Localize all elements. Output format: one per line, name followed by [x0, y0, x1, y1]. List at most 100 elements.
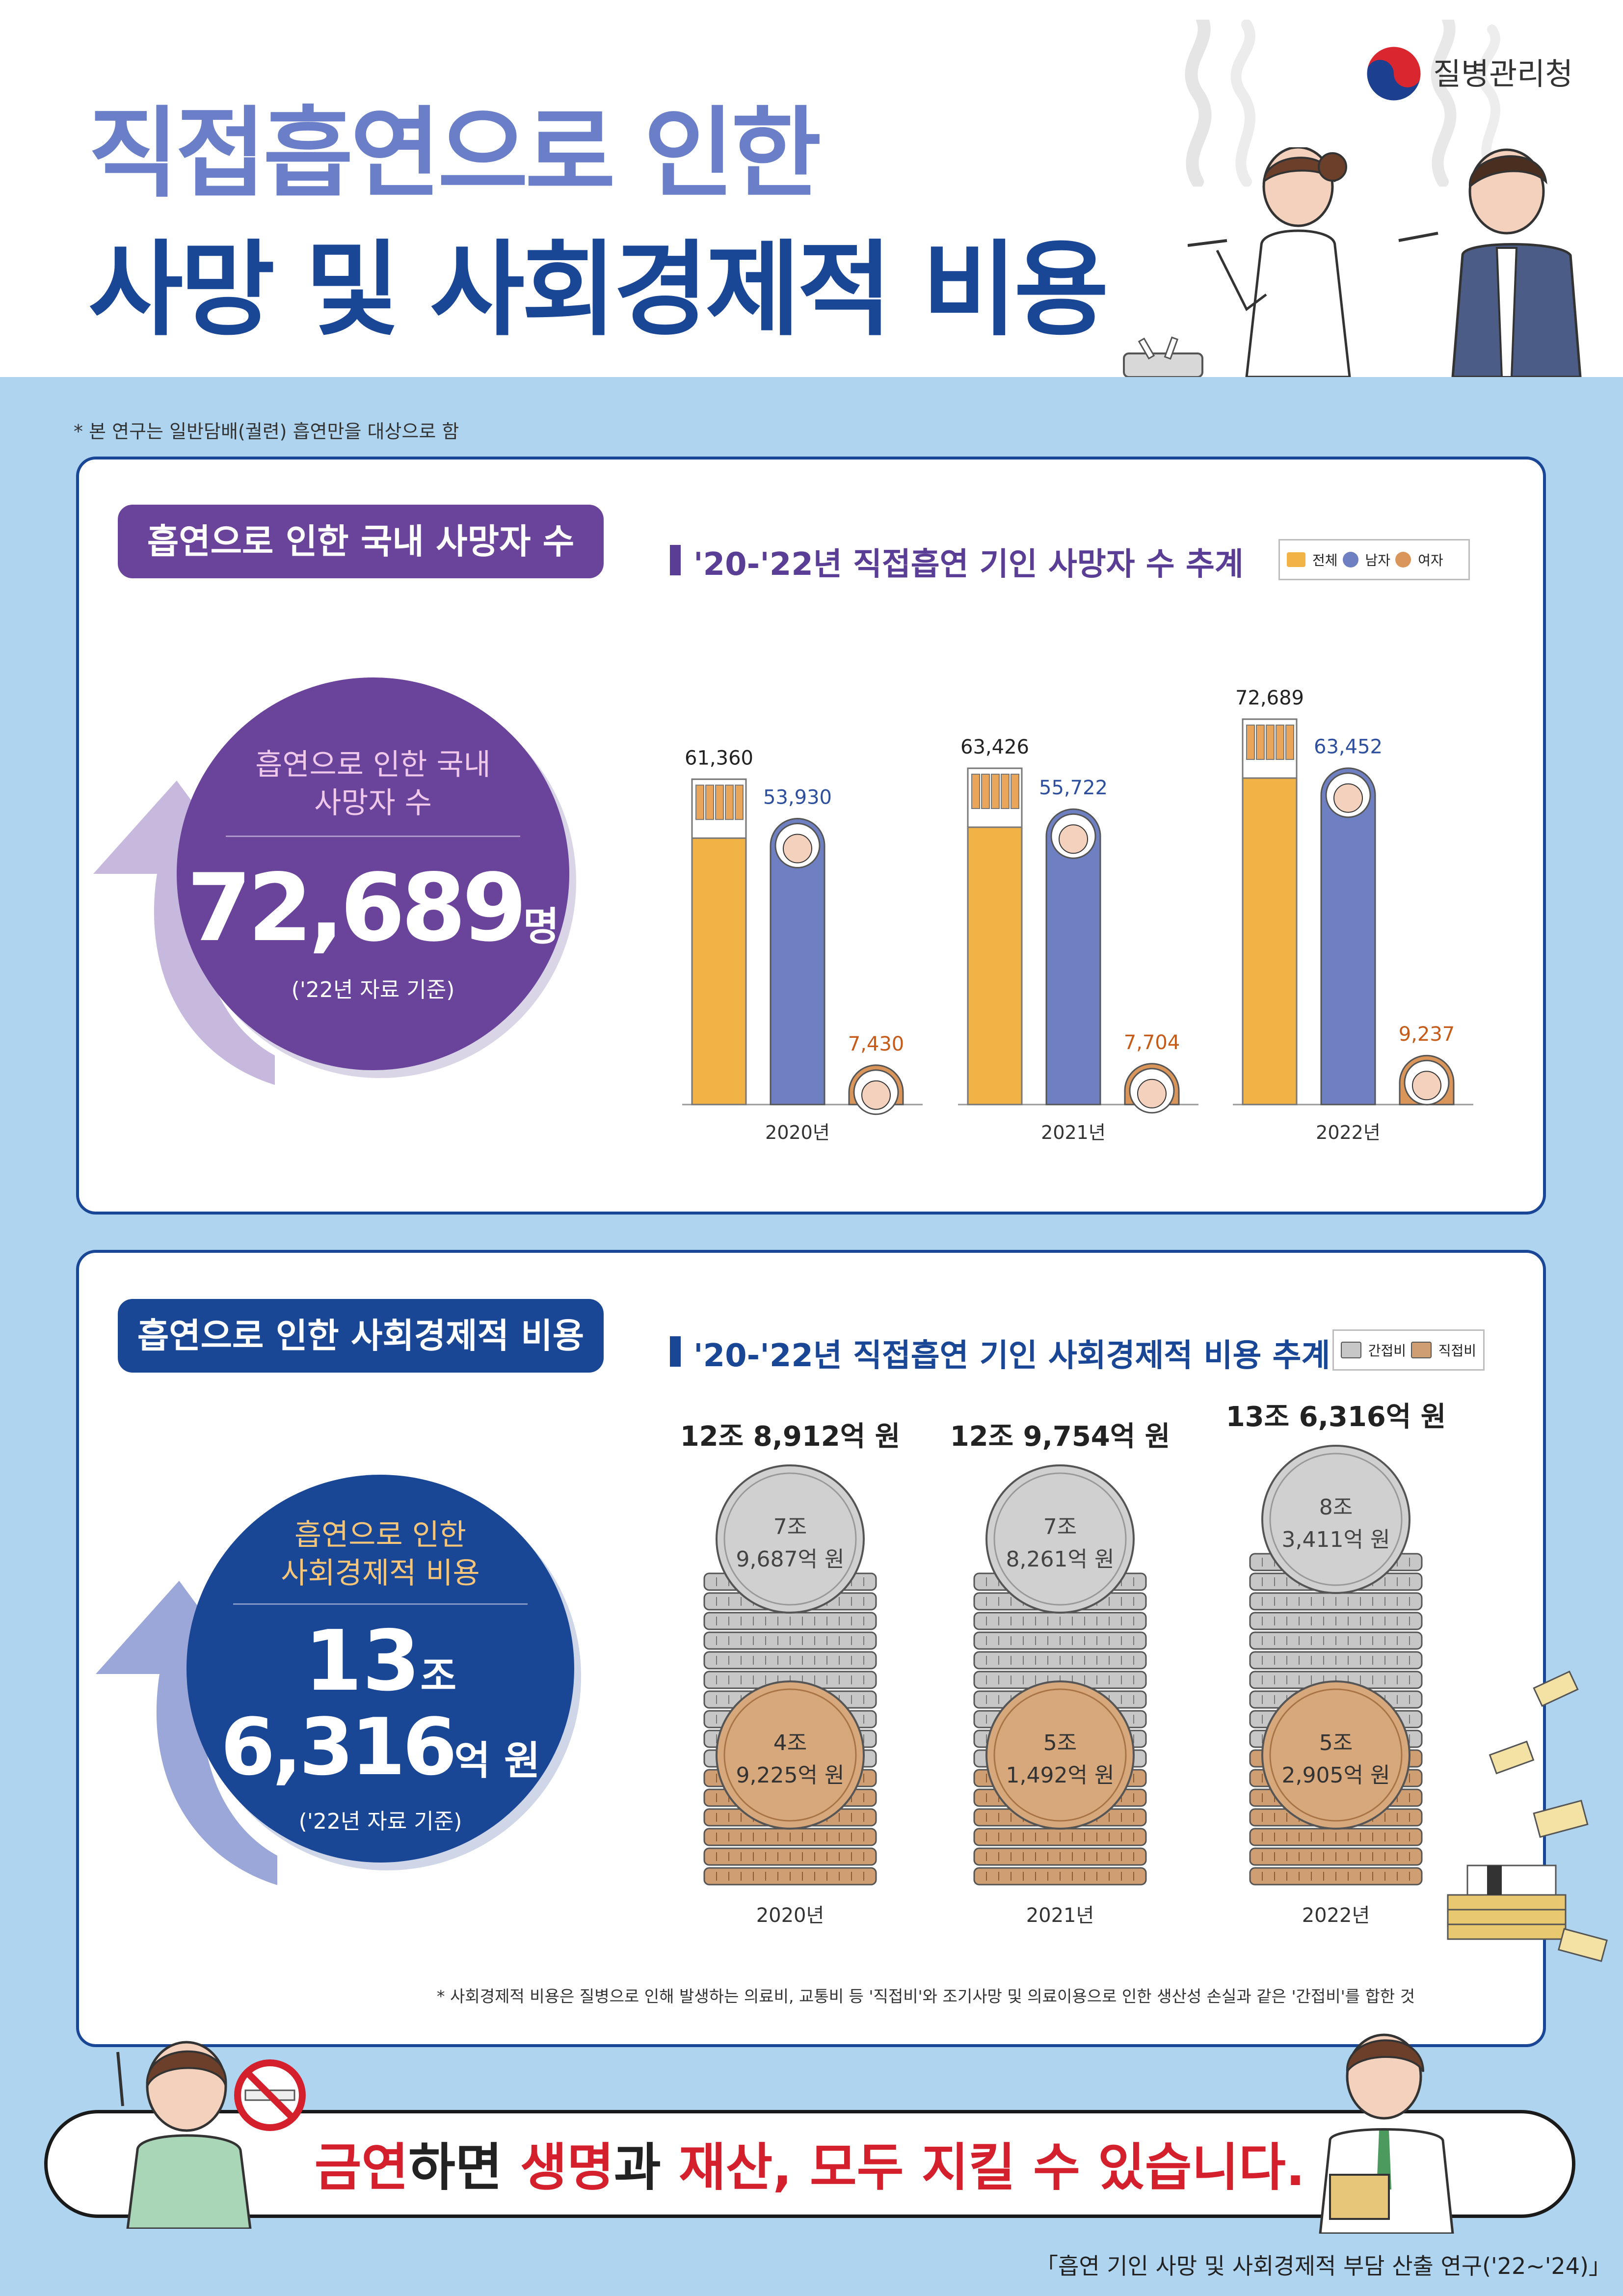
direct-cost-trillion: 5조	[1043, 1730, 1077, 1756]
legend-swatch-indirect	[1341, 1342, 1361, 1358]
x-tick-label: 2020년	[765, 1122, 830, 1143]
korea-gov-emblem-icon	[1365, 45, 1422, 102]
data-label: 7,430	[848, 1033, 905, 1055]
costs-value-trillion: 13	[304, 1613, 421, 1710]
cigarette-icon	[991, 773, 1000, 809]
coin-rim	[993, 1472, 1127, 1606]
face-skin	[861, 1080, 891, 1110]
costs-unit-won: 억 원	[454, 1738, 540, 1783]
cigarette-icon	[1266, 724, 1275, 760]
face-skin	[1137, 1079, 1167, 1108]
x-tick-label: 2021년	[1026, 1904, 1094, 1927]
indirect-cost-badge	[716, 1464, 865, 1614]
direct-cost-trillion: 4조	[773, 1730, 807, 1756]
coin-rim	[1269, 1453, 1403, 1586]
direct-cost-badge	[1261, 1680, 1410, 1830]
deaths-stat-value: 72,689명	[177, 859, 569, 976]
source-citation: 「흡연 기인 사망 및 사회경제적 부담 산출 연구('22~'24)」	[1036, 2253, 1611, 2279]
indirect-cost-rest: 9,687억 원	[736, 1547, 845, 1572]
data-label: 63,452	[1314, 736, 1383, 758]
coin-rim	[723, 1688, 857, 1822]
costs-stat-circle: 흡연으로 인한 사회경제적 비용 13조 6,316억 원 ('22년 자료 기…	[186, 1475, 574, 1863]
deaths-chart-title: '20-'22년 직접흡연 기인 사망자 수 추계	[670, 539, 1244, 584]
costs-stat-note: ('22년 자료 기준)	[298, 1809, 462, 1834]
cigarette-icon	[705, 784, 714, 820]
costs-unit-trillion: 조	[420, 1653, 457, 1699]
legend-swatch-male	[1342, 552, 1358, 567]
indirect-cost-trillion: 7조	[773, 1514, 807, 1540]
data-label: 61,360	[685, 747, 753, 769]
divider	[226, 836, 520, 837]
deaths-stat-note: ('22년 자료 기준)	[291, 977, 455, 1002]
x-tick-label: 2022년	[1316, 1122, 1381, 1143]
indirect-cost-trillion: 8조	[1319, 1495, 1353, 1520]
legend-label-female: 여자	[1418, 552, 1443, 568]
slogan-text-2: 하면	[408, 2137, 520, 2197]
slogan-property: 재산	[678, 2137, 773, 2197]
cigarette-icon	[1285, 724, 1294, 760]
indirect-cost-badge	[985, 1464, 1135, 1614]
costs-coin-chart: 7조 9,687억 원 4조 9,225억 원 12조 8,912억 원 2020년 7조 8…	[680, 1401, 1446, 1927]
org-name: 질병관리청	[1433, 56, 1573, 92]
costs-section-label: 흡연으로 인한 사회경제적 비용	[118, 1299, 604, 1373]
face-skin	[1333, 783, 1363, 813]
direct-cost-badge	[985, 1680, 1135, 1830]
face-skin	[783, 834, 812, 864]
data-label: 7,704	[1124, 1031, 1180, 1054]
page-title-line2: 사망 및 사회경제적 비용	[88, 230, 1109, 350]
legend-swatch-female	[1395, 552, 1411, 567]
bar-total	[1242, 718, 1298, 1106]
indirect-cost-badge	[1261, 1445, 1410, 1594]
bar-male	[1320, 767, 1376, 1106]
coin-rim	[723, 1472, 857, 1606]
x-tick-label: 2022년	[1302, 1904, 1370, 1927]
deaths-stat-circle: 흡연으로 인한 국내 사망자 수 72,689명 ('22년 자료 기준)	[177, 677, 569, 1070]
bar-male	[1045, 808, 1101, 1106]
deaths-value-unit: 명	[523, 904, 559, 949]
deaths-bar-chart: 2020년 61,360 53,930 7,430 2021년 63,426 55,722 7…	[682, 687, 1473, 1143]
cigarette-icon	[695, 784, 704, 820]
scope-note: * 본 연구는 일반담배(궐련) 흡연만을 대상으로 함	[74, 421, 459, 442]
face-skin	[1412, 1071, 1441, 1101]
man-pointing-illustration	[1319, 2033, 1454, 2234]
total-cost-label: 13조 6,316억 원	[1226, 1401, 1446, 1433]
slogan-text-6: , 모두 지킬 수 있습니다.	[772, 2137, 1305, 2197]
cigarette-icon	[1011, 773, 1019, 809]
cigarette-icon	[981, 773, 990, 809]
indirect-cost-rest: 3,411억 원	[1282, 1527, 1390, 1552]
costs-chart-title: '20-'22년 직접흡연 기인 사회경제적 비용 추계	[670, 1330, 1330, 1376]
cigarette-icon	[725, 784, 734, 820]
deaths-stat-label-2: 사망자 수	[314, 786, 432, 820]
deaths-value-number: 72,689	[186, 854, 527, 962]
indirect-cost-trillion: 7조	[1043, 1514, 1077, 1540]
costs-legend: 간접비 직접비	[1332, 1329, 1485, 1371]
legend-swatch-direct	[1411, 1342, 1432, 1358]
indirect-cost-rest: 8,261억 원	[1006, 1547, 1115, 1572]
costs-stat-value-2: 6,316억 원	[186, 1705, 574, 1803]
cigarette-icon	[1246, 724, 1255, 760]
data-label: 9,237	[1399, 1023, 1455, 1046]
money-stack-illustration	[1447, 1670, 1608, 1962]
direct-cost-rest: 1,492억 원	[1006, 1763, 1115, 1788]
cigarette-icon	[735, 784, 744, 820]
direct-cost-rest: 2,905억 원	[1282, 1763, 1390, 1788]
data-label: 55,722	[1039, 777, 1108, 799]
no-smoking-icon	[234, 2059, 306, 2131]
slogan-banner	[44, 2110, 1575, 2218]
ashtray-icon	[1123, 336, 1203, 377]
slogan-life: 생명	[520, 2137, 614, 2197]
data-label: 53,930	[763, 786, 832, 809]
deaths-stat-label-1: 흡연으로 인한 국내	[255, 748, 491, 782]
cigarette-icon	[1276, 724, 1284, 760]
total-cost-label: 12조 8,912억 원	[680, 1421, 901, 1453]
cigarette-icon	[715, 784, 724, 820]
costs-stat-label-2: 사회경제적 비용	[281, 1556, 480, 1591]
legend-swatch-total	[1287, 552, 1305, 567]
divider	[233, 1603, 528, 1605]
face-skin	[1059, 824, 1088, 854]
page-title-line1: 직접흡연으로 인한	[88, 97, 822, 211]
coin-rim	[1269, 1688, 1403, 1822]
cigarette-icon	[971, 773, 980, 809]
cost-definition-footnote: * 사회경제적 비용은 질병으로 인해 발생하는 의료비, 교통비 등 '직접비…	[437, 1987, 1415, 2006]
direct-cost-rest: 9,225억 원	[736, 1763, 845, 1788]
